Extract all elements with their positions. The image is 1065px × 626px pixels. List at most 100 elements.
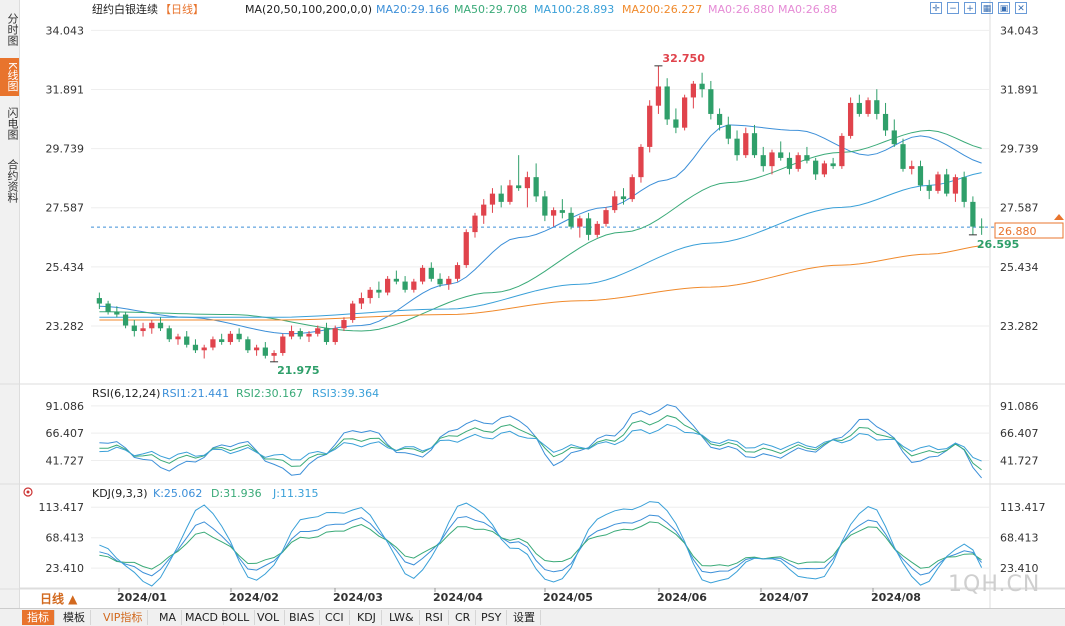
candle: [900, 138, 906, 172]
price-tick-right: 31.891: [1000, 83, 1039, 96]
indicator-button-10[interactable]: LW&: [384, 610, 420, 625]
side-tab-2[interactable]: 闪电图: [6, 106, 19, 140]
candle: [253, 344, 260, 356]
indicator-button-3[interactable]: MA: [154, 610, 183, 625]
side-tab-0[interactable]: 分时图: [6, 12, 19, 46]
price-arrow-icon: [1054, 214, 1064, 220]
indicator-button-7[interactable]: BIAS: [284, 610, 321, 625]
candle: [210, 336, 216, 351]
price-tick-right: 25.434: [1000, 261, 1039, 274]
indicator-bar: 指标 模板 VIP指标 MA MACD BOLL VOL BIAS CCI KDJ LW& RSI CR…: [0, 608, 1065, 626]
indicator-button-1[interactable]: 模板: [58, 610, 91, 625]
candle-body: [708, 89, 714, 114]
candle-body: [385, 278, 391, 293]
indicator-button-14[interactable]: 设置: [508, 610, 541, 625]
close-icon[interactable]: ✕: [1015, 2, 1027, 14]
candlestick-chart[interactable]: 纽约白银连续 【日线】 MA(20,50,100,200,0,0) MA20:2…: [0, 0, 1065, 608]
period-selector[interactable]: 日线 ▲: [40, 592, 78, 606]
candle-body: [734, 138, 740, 156]
sub-tick-right: 113.417: [1000, 501, 1046, 514]
candle: [262, 342, 268, 359]
price-tick-left: 29.739: [46, 143, 85, 156]
candle-body: [533, 177, 539, 197]
candle-body: [454, 265, 461, 279]
candle-body: [201, 347, 207, 351]
candle-body: [647, 105, 653, 147]
indicator-button-13[interactable]: PSY: [476, 610, 508, 625]
grid-icon[interactable]: ▦: [981, 2, 993, 14]
candle-body: [341, 320, 347, 329]
candle-body: [428, 267, 434, 279]
candle-body: [411, 281, 417, 290]
high-price-label: 32.750: [662, 52, 705, 65]
side-tab-3[interactable]: 合约资料: [6, 159, 19, 203]
candle-body: [638, 146, 644, 178]
candle: [393, 270, 399, 285]
candle-body: [507, 185, 513, 202]
candle: [376, 281, 382, 299]
side-tab-1[interactable]: K线图: [0, 58, 19, 96]
candle-body: [603, 210, 609, 224]
candle-body: [105, 303, 111, 312]
indicator-button-5[interactable]: BOLL: [216, 610, 256, 625]
indicator-button-2[interactable]: VIP指标: [98, 610, 149, 625]
time-label: 2024/08: [871, 591, 921, 604]
indicator-button-4[interactable]: MACD: [180, 610, 224, 625]
candle-body: [944, 174, 950, 194]
ma-line-ma100: [99, 172, 982, 318]
candle: [114, 306, 120, 318]
indicator-button-0[interactable]: 指标: [22, 610, 55, 625]
kdj-title: KDJ(9,3,3): [92, 487, 148, 500]
current-price-tag: [994, 222, 1064, 239]
zoom-in-icon[interactable]: +: [964, 2, 976, 14]
candle-body: [245, 339, 251, 351]
indicator-button-8[interactable]: CCI: [320, 610, 350, 625]
candle-body: [664, 86, 670, 120]
kdj-lines: [99, 501, 983, 587]
candle-body: [437, 278, 443, 285]
candle-body: [804, 155, 810, 161]
candle: [437, 273, 443, 288]
candle: [157, 317, 164, 332]
time-label: 2024/04: [433, 591, 483, 604]
sub-tick-left: 66.407: [46, 427, 85, 440]
indicator-button-9[interactable]: KDJ: [352, 610, 382, 625]
candle-body: [909, 166, 915, 169]
price-tick-left: 23.282: [46, 320, 85, 333]
candle: [682, 94, 688, 131]
candle: [358, 292, 365, 310]
candle-body: [131, 325, 137, 332]
ma-values: MA20:29.166 MA50:29.708 MA100:28.893 MA200:…: [376, 3, 837, 16]
candle-body: [376, 289, 382, 293]
candle: [874, 89, 880, 120]
candle: [620, 188, 627, 205]
series-k: [99, 514, 982, 577]
candle-body: [865, 100, 871, 114]
indicator-button-11[interactable]: RSI: [420, 610, 449, 625]
zoom-out-icon[interactable]: −: [947, 2, 959, 14]
candle-body: [149, 322, 155, 329]
indicator-button-12[interactable]: CR: [450, 610, 477, 625]
settings-icon[interactable]: ▣: [998, 2, 1010, 14]
candle: [830, 157, 836, 169]
candle-body: [743, 133, 749, 156]
kdj-settings-icon[interactable]: [23, 487, 33, 497]
expand-icon[interactable]: ✛: [930, 2, 942, 14]
candle-body: [769, 152, 775, 167]
candle-body: [367, 289, 373, 299]
indicator-value: MA100:28.893: [534, 3, 614, 16]
candle: [419, 265, 426, 285]
rsi-title: RSI(6,12,24): [92, 387, 160, 400]
candle-body: [516, 185, 522, 189]
candle: [865, 97, 871, 117]
indicator-button-6[interactable]: VOL: [252, 610, 286, 625]
candle-body: [760, 155, 766, 167]
candle: [201, 344, 207, 359]
candle: [813, 157, 819, 180]
candle-body: [227, 333, 234, 343]
kdj-values: K:25.062 D:31.936 J:11.315: [153, 487, 318, 500]
period-tag: 【日线】: [160, 2, 204, 16]
candle: [323, 322, 330, 345]
candle-body: [419, 267, 426, 282]
candle: [856, 94, 862, 117]
